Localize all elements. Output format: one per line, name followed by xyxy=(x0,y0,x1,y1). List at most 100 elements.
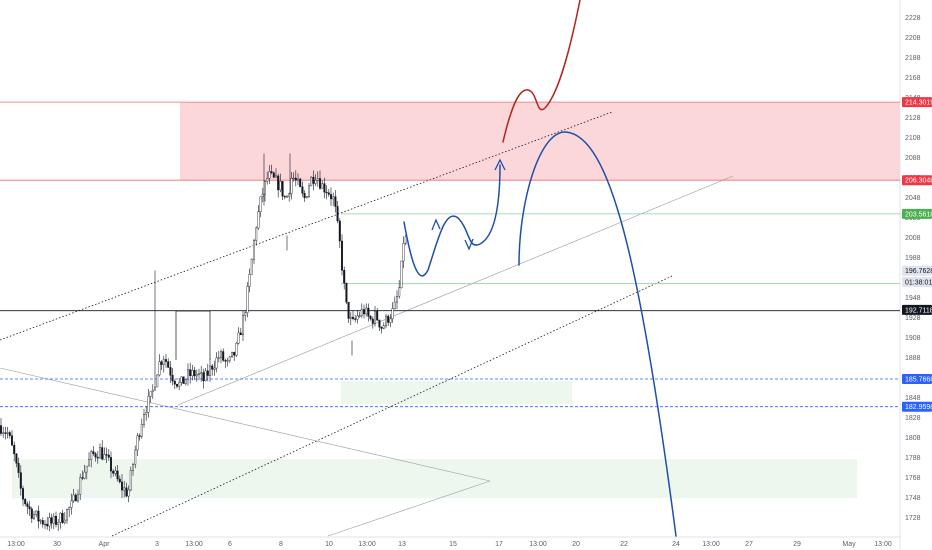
candle-body xyxy=(312,176,315,184)
candle-body xyxy=(171,375,174,382)
candle-body xyxy=(219,351,222,358)
candle-body xyxy=(382,325,385,329)
candle-body xyxy=(10,435,13,446)
time-tick-label: 30 xyxy=(53,541,61,548)
candle-body xyxy=(153,386,156,391)
channel-upper-dotted xyxy=(0,111,613,341)
candle-body xyxy=(167,361,170,368)
candle-body xyxy=(233,351,236,356)
price-tick-label: 1908 xyxy=(905,335,921,342)
candle-body xyxy=(145,412,148,415)
candle-body xyxy=(114,470,117,474)
price-tick-label: 2168 xyxy=(905,75,921,82)
time-tick-label: 8 xyxy=(279,541,283,548)
candle-body xyxy=(15,453,18,464)
candle-body xyxy=(294,177,297,181)
candle-body xyxy=(151,389,154,392)
price-tag-label: 196.7628 xyxy=(905,268,932,275)
projection-blue-drop xyxy=(518,131,677,537)
price-tick-label: 1828 xyxy=(905,415,921,422)
price-tag xyxy=(902,208,932,219)
price-tag-label: 01:38:01 xyxy=(905,280,932,287)
candle-body xyxy=(125,487,128,497)
time-tick-label: 10 xyxy=(325,541,333,548)
candle-body xyxy=(41,520,44,525)
candle-body xyxy=(57,521,60,525)
candle-body xyxy=(338,220,341,242)
candle-body xyxy=(147,396,150,413)
candle-body xyxy=(19,472,22,489)
candle-body xyxy=(398,287,401,297)
candle-body xyxy=(101,447,104,460)
candle-body xyxy=(345,282,348,303)
candle-body xyxy=(96,456,99,459)
candle-body xyxy=(46,523,49,527)
candle-body xyxy=(105,454,108,456)
projection-red-rise xyxy=(502,0,581,143)
time-tick-label: 22 xyxy=(620,541,628,548)
candle-body xyxy=(391,308,394,320)
candle-body xyxy=(270,171,273,173)
candle-body xyxy=(241,315,244,336)
candle-body xyxy=(259,196,262,212)
candle-body xyxy=(354,318,357,320)
time-tick-label: 29 xyxy=(793,541,801,548)
candle-body xyxy=(215,357,218,369)
candle-body xyxy=(160,361,163,365)
candle-body xyxy=(281,181,284,197)
price-tick-label: 1888 xyxy=(905,355,921,362)
candle-body xyxy=(109,457,112,472)
candle-body xyxy=(230,351,233,358)
candle-body xyxy=(310,176,313,187)
candle-body xyxy=(59,512,62,523)
candle-body xyxy=(186,369,189,380)
price-tick-label: 2208 xyxy=(905,35,921,42)
candle-body xyxy=(180,376,183,383)
candle-body xyxy=(87,459,90,467)
candle-body xyxy=(283,196,286,198)
candle-body xyxy=(37,510,40,522)
candle-body xyxy=(116,470,119,480)
candle-body xyxy=(22,488,25,500)
zone-support-low xyxy=(12,458,857,499)
candle-body xyxy=(169,367,172,376)
candle-body xyxy=(2,432,5,434)
candle-body xyxy=(343,270,346,284)
candle-body xyxy=(224,360,227,362)
price-tag xyxy=(902,401,932,412)
candle-body xyxy=(103,454,106,460)
candle-body xyxy=(13,445,16,455)
candle-body xyxy=(334,196,337,207)
candle-body xyxy=(107,454,110,458)
candle-body xyxy=(365,307,368,315)
candle-body xyxy=(131,464,134,471)
candle-body xyxy=(389,318,392,323)
price-tag xyxy=(902,97,932,108)
price-tick-label: 1948 xyxy=(905,295,921,302)
price-tick-label: 2108 xyxy=(905,135,921,142)
time-tick-label: 13:00 xyxy=(702,541,720,548)
time-tick-label: 13:00 xyxy=(874,541,892,548)
price-tag xyxy=(902,304,932,315)
candle-body xyxy=(24,498,27,505)
candle-body xyxy=(35,510,38,515)
candle-body xyxy=(182,376,185,384)
price-tag-label: 182.9598 xyxy=(905,404,932,411)
candle-body xyxy=(297,178,300,181)
projection-layer xyxy=(403,0,677,537)
time-axis[interactable]: 13:00 30 Apr 3 13:00 6 8 10 13:00 13 15 17 13:00 20 22… xyxy=(7,541,892,548)
candle-body xyxy=(211,365,214,370)
candle-body xyxy=(68,507,71,510)
candle-body xyxy=(61,512,64,523)
candle-body xyxy=(92,451,95,454)
candle-body xyxy=(81,477,84,479)
price-axis[interactable]: 2228220821882168214821282108208820682048… xyxy=(901,0,932,550)
price-tick-label: 2008 xyxy=(905,235,921,242)
candle-body xyxy=(48,517,51,527)
candle-body xyxy=(250,258,253,275)
candle-body xyxy=(336,206,339,222)
candle-body xyxy=(17,462,20,473)
candle-body xyxy=(248,274,251,287)
candle-body xyxy=(217,357,220,359)
